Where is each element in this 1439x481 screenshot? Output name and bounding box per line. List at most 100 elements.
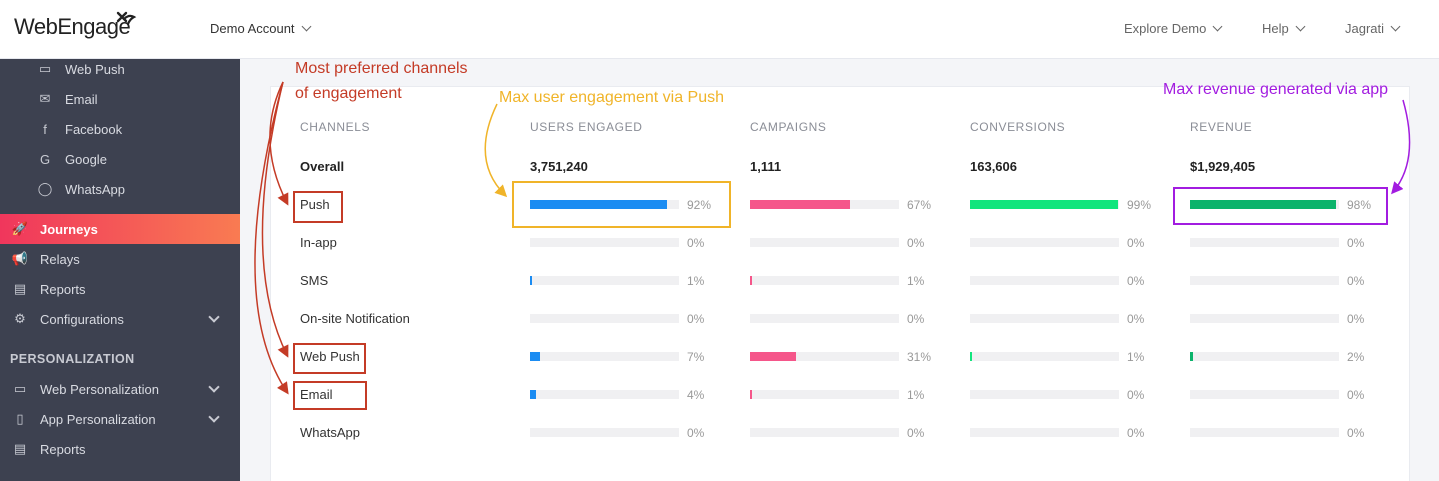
revenue-percent: 0% [1347, 312, 1365, 326]
overall-campaigns: 1,111 [750, 159, 782, 174]
users-percent: 7% [687, 350, 705, 364]
highlight-box-push-users [512, 181, 731, 228]
users-bar-track [530, 314, 679, 323]
channel-name: In-app [300, 235, 337, 250]
help-menu[interactable]: Help [1262, 21, 1306, 36]
campaigns-bar-track [750, 314, 899, 323]
report-icon: ▤ [13, 441, 27, 456]
channel-name: Email [300, 387, 333, 402]
column-header-campaigns: CAMPAIGNS [750, 120, 827, 134]
monitor-icon: ▭ [13, 381, 27, 396]
sidebar-item-label: Email [65, 91, 98, 107]
overall-users: 3,751,240 [530, 159, 588, 174]
explore-demo-label: Explore Demo [1124, 21, 1207, 36]
users-percent: 0% [687, 426, 705, 440]
annotation-preferred-line2: of engagement [295, 85, 402, 102]
revenue-bar-track [1190, 352, 1339, 361]
sidebar-item-web-push[interactable]: ▭ Web Push [0, 54, 240, 84]
facebook-icon: f [43, 121, 47, 137]
campaigns-bar-fill [750, 390, 752, 399]
conversions-percent: 0% [1127, 274, 1145, 288]
users-percent: 0% [687, 312, 705, 326]
report-icon: ▤ [13, 281, 27, 296]
campaigns-bar-fill [750, 200, 850, 209]
sidebar-item-label: Web Personalization [40, 381, 159, 397]
sidebar-item-relays[interactable]: 📢 Relays [0, 244, 240, 274]
conversions-bar-track [970, 352, 1119, 361]
sidebar-item-email[interactable]: ✉ Email [0, 84, 240, 114]
explore-demo-menu[interactable]: Explore Demo [1124, 21, 1223, 36]
sidebar-item-journeys[interactable]: 🚀 Journeys [0, 214, 240, 244]
campaigns-percent: 0% [907, 426, 925, 440]
chevron-down-icon [208, 381, 220, 393]
sidebar-item-configurations[interactable]: ⚙ Configurations [0, 304, 240, 334]
channel-name: WhatsApp [300, 425, 360, 440]
sidebar-item-facebook[interactable]: f Facebook [0, 114, 240, 144]
annotation-app-revenue: Max revenue generated via app [1163, 81, 1389, 98]
revenue-percent: 0% [1347, 426, 1365, 440]
users-bar-fill [530, 390, 536, 399]
sidebar-item-label: App Personalization [40, 411, 156, 427]
sidebar-item-reports[interactable]: ▤ Reports [0, 434, 240, 464]
overall-label: Overall [300, 159, 345, 174]
sidebar-item-label: Journeys [40, 221, 98, 237]
sidebar-item-app-personalization[interactable]: ▯ App Personalization [0, 404, 240, 434]
revenue-percent: 0% [1347, 274, 1365, 288]
users-percent: 1% [687, 274, 705, 288]
revenue-percent: 0% [1347, 236, 1365, 250]
column-header-conversions: CONVERSIONS [970, 120, 1066, 134]
campaigns-bar-track [750, 352, 899, 361]
users-bar-track [530, 390, 679, 399]
users-percent: 0% [687, 236, 705, 250]
conversions-percent: 0% [1127, 312, 1145, 326]
chevron-down-icon [1390, 21, 1401, 32]
sidebar-item-reports[interactable]: ▤ Reports [0, 274, 240, 304]
conversions-percent: 0% [1127, 236, 1145, 250]
campaigns-bar-fill [750, 352, 797, 361]
conversions-bar-track [970, 428, 1119, 437]
users-bar-track [530, 428, 679, 437]
campaigns-percent: 67% [907, 198, 932, 212]
users-bar-track [530, 200, 679, 209]
overall-conversions: 163,606 [970, 159, 1017, 174]
conversions-percent: 1% [1127, 350, 1145, 364]
campaigns-percent: 1% [907, 274, 925, 288]
sidebar-item-google[interactable]: G Google [0, 144, 240, 174]
sidebar-item-label: Reports [40, 441, 86, 457]
annotation-preferred-line1: Most preferred channels [295, 60, 468, 77]
campaigns-percent: 1% [907, 388, 925, 402]
column-header-revenue: REVENUE [1190, 120, 1253, 134]
campaigns-bar-track [750, 390, 899, 399]
users-percent: 92% [687, 198, 712, 212]
campaigns-bar-track [750, 200, 899, 209]
campaigns-bar-track [750, 238, 899, 247]
account-switcher[interactable]: Demo Account [210, 21, 311, 36]
user-name: Jagrati [1345, 21, 1385, 36]
chevron-down-icon [208, 411, 220, 423]
users-bar-track [530, 352, 679, 361]
channel-name: Push [300, 197, 330, 212]
users-bar-track [530, 238, 679, 247]
revenue-bar-track [1190, 200, 1339, 209]
users-bar-fill [530, 200, 668, 209]
annotation-push-engagement: Max user engagement via Push [499, 89, 725, 106]
user-menu[interactable]: Jagrati [1345, 21, 1401, 36]
conversions-percent: 0% [1127, 426, 1145, 440]
revenue-percent: 98% [1347, 198, 1372, 212]
campaigns-bar-track [750, 428, 899, 437]
highlight-box-email [293, 381, 367, 410]
highlight-box-push-revenue [1173, 187, 1388, 225]
campaigns-bar-fill [750, 276, 752, 285]
sidebar-item-label: Relays [40, 251, 80, 267]
conversions-bar-track [970, 390, 1119, 399]
sidebar-item-label: Web Push [65, 61, 125, 77]
users-bar-fill [530, 352, 541, 361]
webengage-logo[interactable]: WebEngage [14, 14, 131, 39]
revenue-bar-fill [1190, 200, 1337, 209]
sidebar-item-whatsapp[interactable]: ◯ WhatsApp [0, 174, 240, 204]
chevron-down-icon [301, 21, 311, 32]
revenue-bar-track [1190, 238, 1339, 247]
conversions-bar-track [970, 200, 1119, 209]
sidebar-item-web-personalization[interactable]: ▭ Web Personalization [0, 374, 240, 404]
revenue-bar-track [1190, 276, 1339, 285]
